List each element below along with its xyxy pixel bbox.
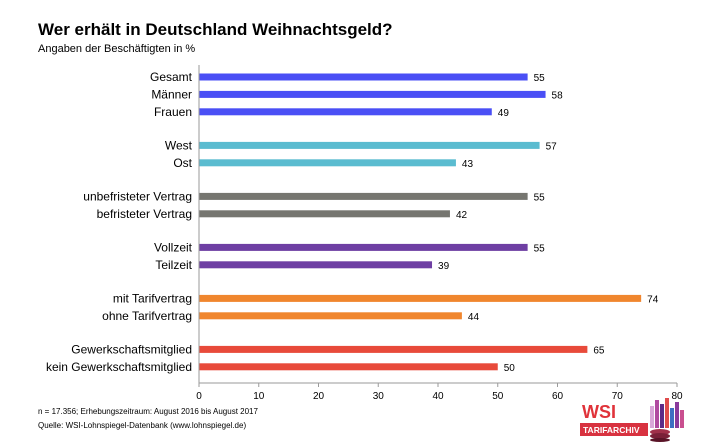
x-axis: 0 10 20 30 40 50 60 70 80: [196, 65, 683, 400]
value-label: 74: [647, 294, 659, 305]
value-label: 58: [552, 90, 564, 101]
value-label: 43: [462, 159, 474, 170]
category-label: mit Tarifvertrag: [113, 291, 192, 305]
value-label: 65: [593, 345, 605, 356]
bar: [199, 261, 433, 269]
bar: [199, 192, 528, 200]
bar: [199, 108, 492, 116]
value-label: 55: [534, 73, 546, 84]
logo-bar-7: [680, 410, 684, 428]
logo-text-wsi: WSI: [582, 402, 616, 422]
value-label: 55: [534, 192, 546, 203]
chart-title: Wer erhält in Deutschland Weihnachtsgeld…: [38, 20, 393, 39]
bar: [199, 294, 642, 302]
logo-text-tarifarchiv: TARIFARCHIV: [583, 425, 640, 435]
x-tick-label: 70: [612, 391, 624, 400]
x-tick-label: 50: [492, 391, 504, 400]
category-label: Frauen: [154, 105, 192, 119]
category-label: ohne Tarifvertrag: [102, 309, 192, 323]
category-label: kein Gewerkschaftsmitglied: [46, 360, 192, 374]
logo-bar-2: [655, 400, 659, 428]
logo-bar-6: [675, 402, 679, 428]
bar: [199, 312, 462, 320]
category-label: befristeter Vertrag: [97, 207, 192, 221]
value-label: 44: [468, 312, 480, 323]
x-tick-label: 20: [313, 391, 325, 400]
x-tick-label: 60: [552, 391, 564, 400]
chart-subtitle: Angaben der Beschäftigten in %: [38, 43, 196, 55]
bar: [199, 73, 528, 81]
bars-layer: Gesamt 55 Männer 58 Frauen 49 West 57 Ost 43 unbef…: [46, 70, 659, 374]
value-label: 42: [456, 210, 468, 221]
bar: [199, 159, 456, 167]
footnote: n = 17.356; Erhebungszeitraum: August 20…: [38, 407, 258, 416]
wsi-tarifarchiv-logo: WSI TARIFARCHIV: [580, 398, 684, 442]
logo-bar-5: [670, 408, 674, 428]
source-note: Quelle: WSI-Lohnspiegel-Datenbank (www.l…: [38, 421, 247, 430]
value-label: 39: [438, 261, 450, 272]
value-label: 49: [498, 108, 510, 119]
x-tick-label: 0: [196, 391, 202, 400]
bar: [199, 210, 450, 218]
value-label: 57: [546, 141, 558, 152]
value-label: 50: [504, 363, 516, 374]
category-label: Männer: [151, 87, 192, 101]
logo-bar-4: [665, 398, 669, 428]
bar: [199, 141, 540, 149]
bar-chart: Gesamt 55 Männer 58 Frauen 49 West 57 Ost 43 unbef…: [46, 65, 683, 400]
category-label: Vollzeit: [154, 240, 193, 254]
x-tick-label: 40: [432, 391, 444, 400]
category-label: Teilzeit: [155, 258, 192, 272]
logo-coin-2: [650, 433, 670, 439]
bar: [199, 90, 546, 98]
logo-banner: [580, 423, 648, 436]
category-label: Gewerkschaftsmitglied: [71, 342, 192, 356]
bar: [199, 363, 498, 371]
category-label: Ost: [173, 156, 192, 170]
bar: [199, 345, 588, 353]
logo-bar-1: [650, 406, 654, 428]
x-tick-label: 30: [373, 391, 385, 400]
category-label: West: [165, 138, 193, 152]
logo-coin-3: [650, 438, 670, 442]
logo-bar-3: [660, 404, 664, 428]
bar: [199, 243, 528, 251]
category-label: Gesamt: [150, 70, 193, 84]
x-tick-label: 80: [671, 391, 683, 400]
category-label: unbefristeter Vertrag: [83, 189, 192, 203]
value-label: 55: [534, 243, 546, 254]
x-tick-label: 10: [253, 391, 265, 400]
